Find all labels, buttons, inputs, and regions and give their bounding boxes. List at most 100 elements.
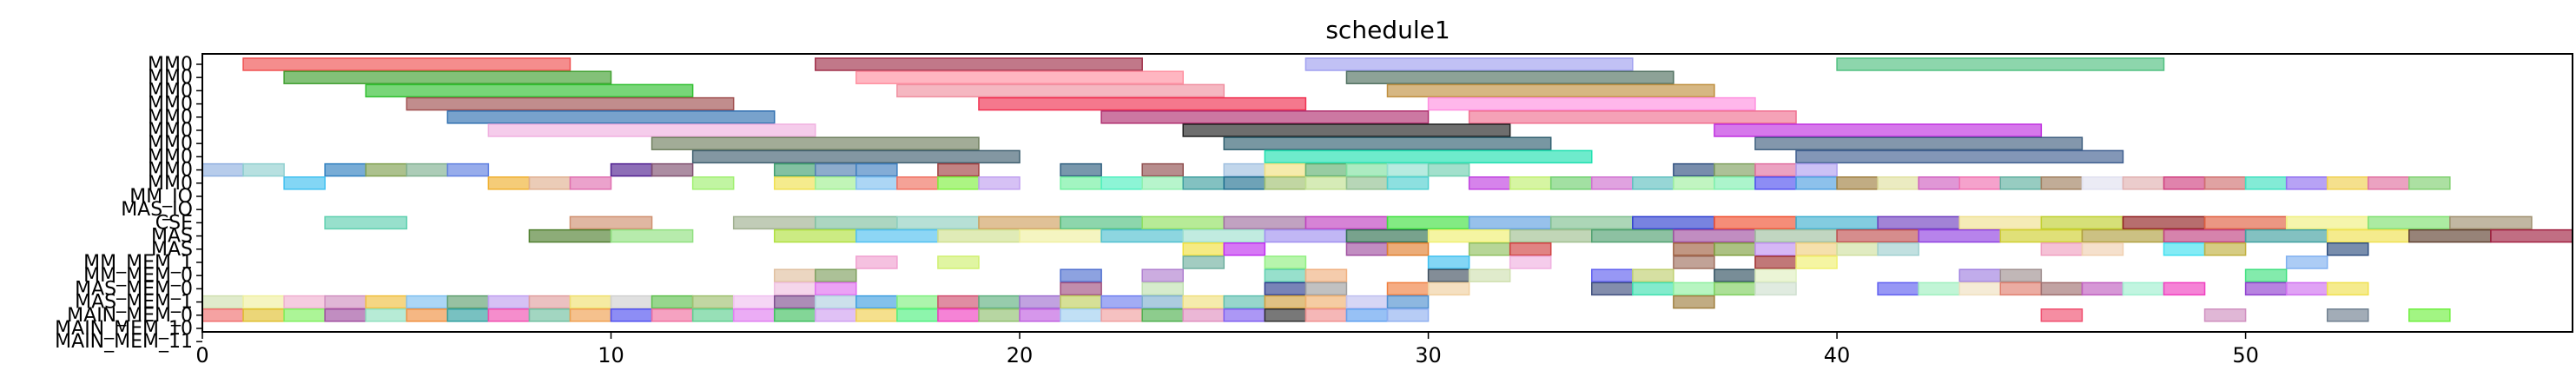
task-bar — [1795, 215, 1879, 230]
task-bar — [651, 136, 980, 150]
task-bar — [1305, 295, 1348, 309]
task-bar — [1386, 162, 1430, 177]
task-bar — [978, 215, 1061, 230]
task-bar — [283, 308, 326, 322]
task-bar — [1591, 268, 1634, 282]
task-bar — [1223, 176, 1266, 190]
task-bar — [2408, 228, 2492, 243]
y-tick-label: MAIN_MEM_11 — [55, 331, 193, 353]
task-bar — [773, 176, 816, 190]
task-bar — [1060, 308, 1102, 322]
task-bar — [1958, 281, 2002, 296]
task-bar — [896, 83, 1225, 98]
task-bar — [1223, 308, 1266, 322]
task-bar — [815, 268, 857, 282]
task-bar — [1345, 162, 1389, 177]
task-bar — [2244, 268, 2288, 282]
task-bar — [2408, 176, 2451, 190]
task-bar — [1060, 162, 1102, 177]
task-bar — [1918, 281, 1960, 296]
task-bar — [1918, 228, 2002, 243]
task-bar — [1958, 268, 2002, 282]
task-bar — [1019, 308, 1061, 322]
task-bar — [2081, 242, 2124, 256]
task-bar — [610, 308, 653, 322]
task-bar — [1918, 176, 1960, 190]
task-bar — [896, 176, 939, 190]
task-bar — [2326, 228, 2410, 243]
task-bar — [1877, 281, 1919, 296]
task-bar — [1182, 255, 1225, 269]
x-tick-label: 30 — [1415, 343, 1442, 367]
task-bar — [732, 295, 776, 309]
task-bar — [610, 295, 653, 309]
task-bar — [896, 215, 980, 230]
task-bar — [1100, 176, 1143, 190]
task-bar — [1264, 255, 1307, 269]
task-bar — [1673, 255, 1715, 269]
task-bar — [1877, 215, 1960, 230]
task-bar — [365, 83, 694, 98]
task-bar — [937, 162, 980, 177]
task-bar — [1223, 242, 1266, 256]
task-bar — [610, 162, 653, 177]
task-bar — [2081, 176, 2124, 190]
task-bar — [2285, 215, 2369, 230]
task-bar — [2040, 281, 2084, 296]
x-tick-label: 50 — [2232, 343, 2259, 367]
y-tick-label: MM0 — [148, 146, 193, 168]
task-bar — [1141, 281, 1184, 296]
task-bar — [1632, 268, 1674, 282]
task-bar — [2285, 176, 2328, 190]
task-bar — [365, 308, 408, 322]
task-bar — [242, 57, 571, 71]
task-bar — [1141, 268, 1184, 282]
task-bar — [815, 176, 857, 190]
task-bar — [283, 70, 612, 84]
task-bar — [855, 295, 898, 309]
task-bar — [1345, 242, 1389, 256]
task-bar — [446, 308, 490, 322]
task-bar — [1060, 215, 1143, 230]
task-bar — [1223, 215, 1307, 230]
task-bar — [1386, 308, 1430, 322]
task-bar — [1305, 215, 1389, 230]
task-bar — [1754, 268, 1797, 282]
task-bar — [896, 295, 939, 309]
task-bar — [1182, 123, 1511, 137]
task-bar — [1264, 162, 1307, 177]
task-bar — [446, 295, 490, 309]
task-bar — [1795, 162, 1838, 177]
task-bar — [487, 308, 531, 322]
task-bar — [1305, 57, 1634, 71]
task-bar — [569, 295, 612, 309]
task-bar — [855, 162, 898, 177]
task-bar — [201, 162, 244, 177]
task-bar — [1427, 162, 1470, 177]
task-bar — [937, 228, 1020, 243]
task-bar — [1141, 162, 1184, 177]
chart-title: schedule1 — [1325, 16, 1450, 44]
task-bar — [1754, 176, 1797, 190]
task-bar — [2326, 281, 2369, 296]
task-bar — [1386, 281, 1430, 296]
task-bar — [815, 308, 857, 322]
task-bar — [242, 308, 285, 322]
task-bar — [1509, 242, 1552, 256]
task-bar — [2081, 281, 2124, 296]
task-bar — [651, 308, 694, 322]
task-bar — [732, 215, 816, 230]
task-bar — [1264, 149, 1593, 164]
task-bar — [1549, 215, 1634, 230]
task-bar — [1468, 268, 1511, 282]
task-bar — [1673, 242, 1715, 256]
y-tick-label: MM0 — [148, 80, 193, 102]
task-bar — [2081, 228, 2165, 243]
task-bar — [1141, 215, 1225, 230]
task-bar — [1386, 242, 1430, 256]
task-bar — [2326, 308, 2369, 322]
task-bar — [1060, 176, 1102, 190]
task-bar — [1223, 295, 1266, 309]
task-bar — [1836, 242, 1879, 256]
x-axis-ticks: 0 10 20 30 40 50 — [195, 332, 2259, 367]
